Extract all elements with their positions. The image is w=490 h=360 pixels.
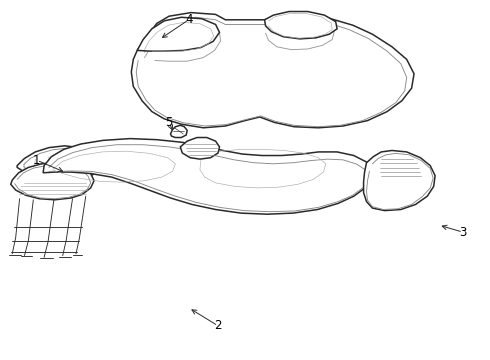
Polygon shape <box>180 138 220 159</box>
Polygon shape <box>265 12 337 39</box>
Polygon shape <box>364 150 435 211</box>
Polygon shape <box>17 146 99 182</box>
Polygon shape <box>131 13 414 128</box>
Text: 3: 3 <box>459 226 467 239</box>
Text: 4: 4 <box>185 13 193 26</box>
Text: 2: 2 <box>214 319 222 332</box>
Text: 1: 1 <box>33 154 41 167</box>
Polygon shape <box>171 125 187 138</box>
Text: 5: 5 <box>165 116 173 129</box>
Polygon shape <box>137 17 220 51</box>
Polygon shape <box>43 139 372 214</box>
Polygon shape <box>11 163 94 200</box>
